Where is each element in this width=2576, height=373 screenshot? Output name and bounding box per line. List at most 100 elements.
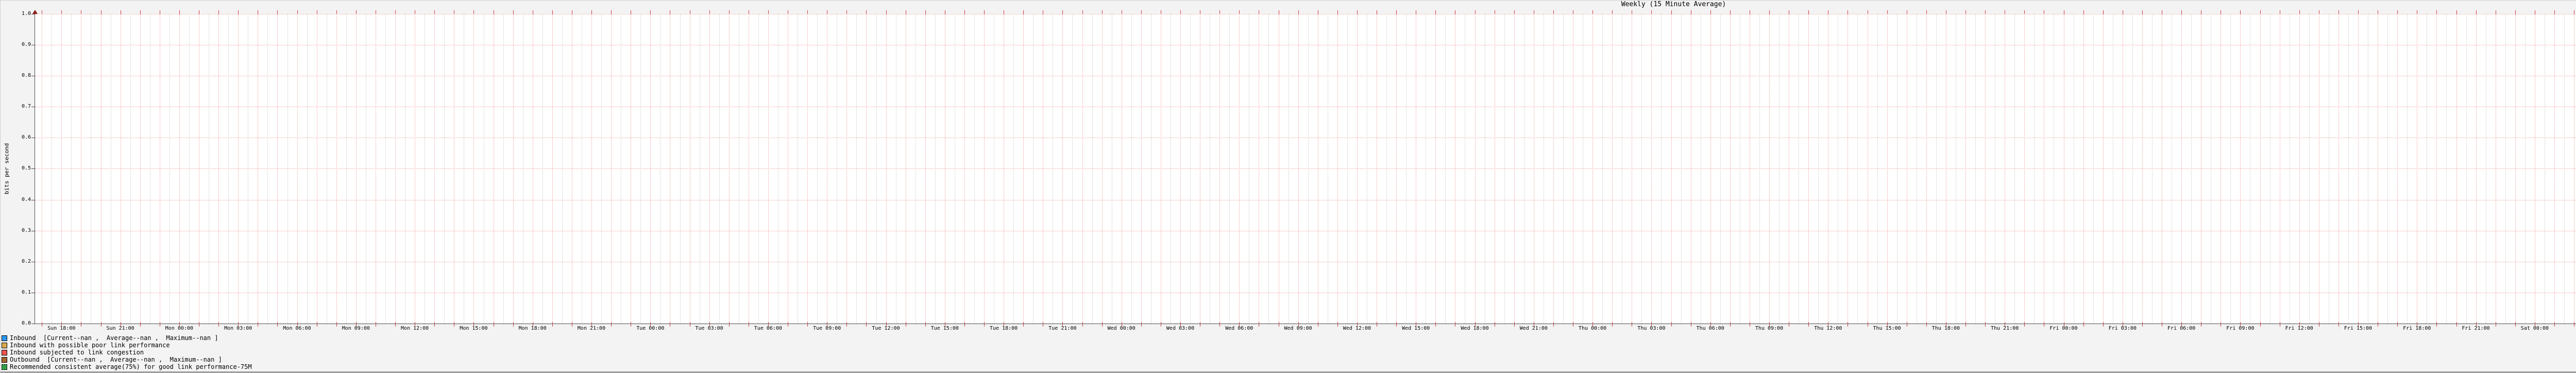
- top-tick: [1101, 10, 1103, 14]
- x-tick-label: Fri 18:00: [2403, 326, 2431, 331]
- y-axis-tick: [31, 168, 35, 169]
- top-tick: [2181, 10, 2182, 14]
- bottom-tick: [1965, 322, 1966, 327]
- top-tick: [218, 10, 219, 14]
- bottom-tick: [2515, 322, 2516, 327]
- y-tick-label: 0.5: [21, 165, 31, 172]
- bottom-tick: [1651, 322, 1652, 327]
- x-tick-label: Mon 15:00: [460, 326, 488, 331]
- y-tick-label: 0.9: [21, 41, 31, 47]
- bottom-tick: [1710, 322, 1711, 327]
- legend-color-swatch-icon: [2, 357, 7, 363]
- bottom-tick: [1769, 322, 1770, 327]
- bottom-tick: [2142, 322, 2143, 327]
- x-tick-label: Wed 18:00: [1461, 326, 1489, 331]
- y-tick-label: 0.3: [21, 227, 31, 233]
- x-tick-label: Fri 15:00: [2344, 326, 2372, 331]
- bottom-tick: [1180, 322, 1181, 327]
- x-tick-label: Tue 03:00: [695, 326, 723, 331]
- x-tick-label: Sun 21:00: [106, 326, 134, 331]
- legend-label: Inbound with possible poor link performa…: [10, 342, 170, 349]
- legend-color-swatch-icon: [2, 350, 7, 355]
- top-tick: [1475, 10, 1476, 14]
- bottom-tick: [1671, 322, 1672, 327]
- bottom-tick: [1357, 322, 1358, 327]
- bottom-tick: [807, 322, 808, 327]
- legend-item: Recommended consistent average(75%) for …: [2, 364, 252, 370]
- x-tick-label: Thu 21:00: [1991, 326, 2019, 331]
- top-tick: [2476, 10, 2477, 14]
- top-tick: [1710, 10, 1711, 14]
- top-tick: [611, 10, 612, 14]
- bottom-tick: [591, 322, 592, 327]
- bottom-tick: [2299, 322, 2300, 327]
- legend-label: Inbound [Current--nan , Average--nan , M…: [10, 334, 218, 342]
- top-tick: [2103, 10, 2104, 14]
- bottom-tick: [1396, 322, 1397, 327]
- top-tick: [297, 10, 298, 14]
- top-tick: [1651, 10, 1652, 14]
- y-tick-label: 0.7: [21, 104, 31, 110]
- bottom-tick: [846, 322, 848, 327]
- bottom-tick: [1298, 322, 1299, 327]
- top-tick: [434, 10, 435, 14]
- top-tick: [650, 10, 651, 14]
- bottom-tick: [1612, 322, 1613, 327]
- bottom-tick: [1101, 322, 1103, 327]
- top-tick: [1082, 10, 1083, 14]
- bottom-tick: [1023, 322, 1024, 327]
- x-tick-label: Wed 00:00: [1107, 326, 1136, 331]
- x-tick-label: Thu 00:00: [1579, 326, 1607, 331]
- bottom-tick: [473, 322, 474, 327]
- bottom-tick: [925, 322, 926, 327]
- x-tick-label: Sun 18:00: [47, 326, 76, 331]
- legend-label: Recommended consistent average(75%) for …: [10, 363, 252, 370]
- legend-item: Outbound [Current--nan , Average--nan , …: [2, 357, 222, 363]
- top-tick: [2338, 10, 2339, 14]
- top-tick: [1357, 10, 1358, 14]
- bottom-tick: [984, 322, 985, 327]
- top-tick: [1553, 10, 1554, 14]
- bottom-tick: [513, 322, 514, 327]
- top-tick: [179, 10, 180, 14]
- top-tick: [2299, 10, 2300, 14]
- bottom-tick: [1730, 322, 1731, 327]
- y-tick-label: 0.2: [21, 258, 31, 264]
- x-tick-label: Tue 09:00: [813, 326, 841, 331]
- bottom-tick: [297, 322, 298, 327]
- x-tick-label: Mon 12:00: [401, 326, 429, 331]
- top-tick: [709, 10, 710, 14]
- bottom-tick: [886, 322, 887, 327]
- x-tick-label: Mon 06:00: [283, 326, 311, 331]
- top-tick: [355, 10, 357, 14]
- top-tick: [1965, 10, 1966, 14]
- bottom-tick: [2338, 322, 2339, 327]
- bottom-tick: [2456, 322, 2457, 327]
- bottom-tick: [2240, 322, 2241, 327]
- y-tick-label: 0.0: [21, 320, 31, 326]
- chart-title: Weekly (15 Minute Average): [1621, 1, 1726, 8]
- top-tick: [2142, 10, 2143, 14]
- x-tick-label: Fri 03:00: [2108, 326, 2137, 331]
- top-tick: [1985, 10, 1986, 14]
- x-tick-label: Wed 06:00: [1225, 326, 1253, 331]
- top-tick: [1337, 10, 1338, 14]
- x-tick-label: Wed 15:00: [1402, 326, 1430, 331]
- top-tick: [140, 10, 141, 14]
- bottom-tick: [336, 322, 337, 327]
- top-tick: [2456, 10, 2457, 14]
- bottom-tick: [2260, 322, 2261, 327]
- y-tick-label: 0.1: [21, 289, 31, 295]
- top-tick: [1396, 10, 1397, 14]
- x-tick-label: Tue 21:00: [1048, 326, 1077, 331]
- top-tick: [1887, 10, 1888, 14]
- legend-color-swatch-icon: [2, 364, 7, 370]
- x-tick-label: Mon 00:00: [165, 326, 193, 331]
- bottom-tick: [964, 322, 965, 327]
- bottom-tick: [1808, 322, 1809, 327]
- bottom-tick: [1475, 322, 1476, 327]
- bottom-tick: [1219, 322, 1221, 327]
- top-tick: [866, 10, 867, 14]
- top-tick: [61, 10, 62, 14]
